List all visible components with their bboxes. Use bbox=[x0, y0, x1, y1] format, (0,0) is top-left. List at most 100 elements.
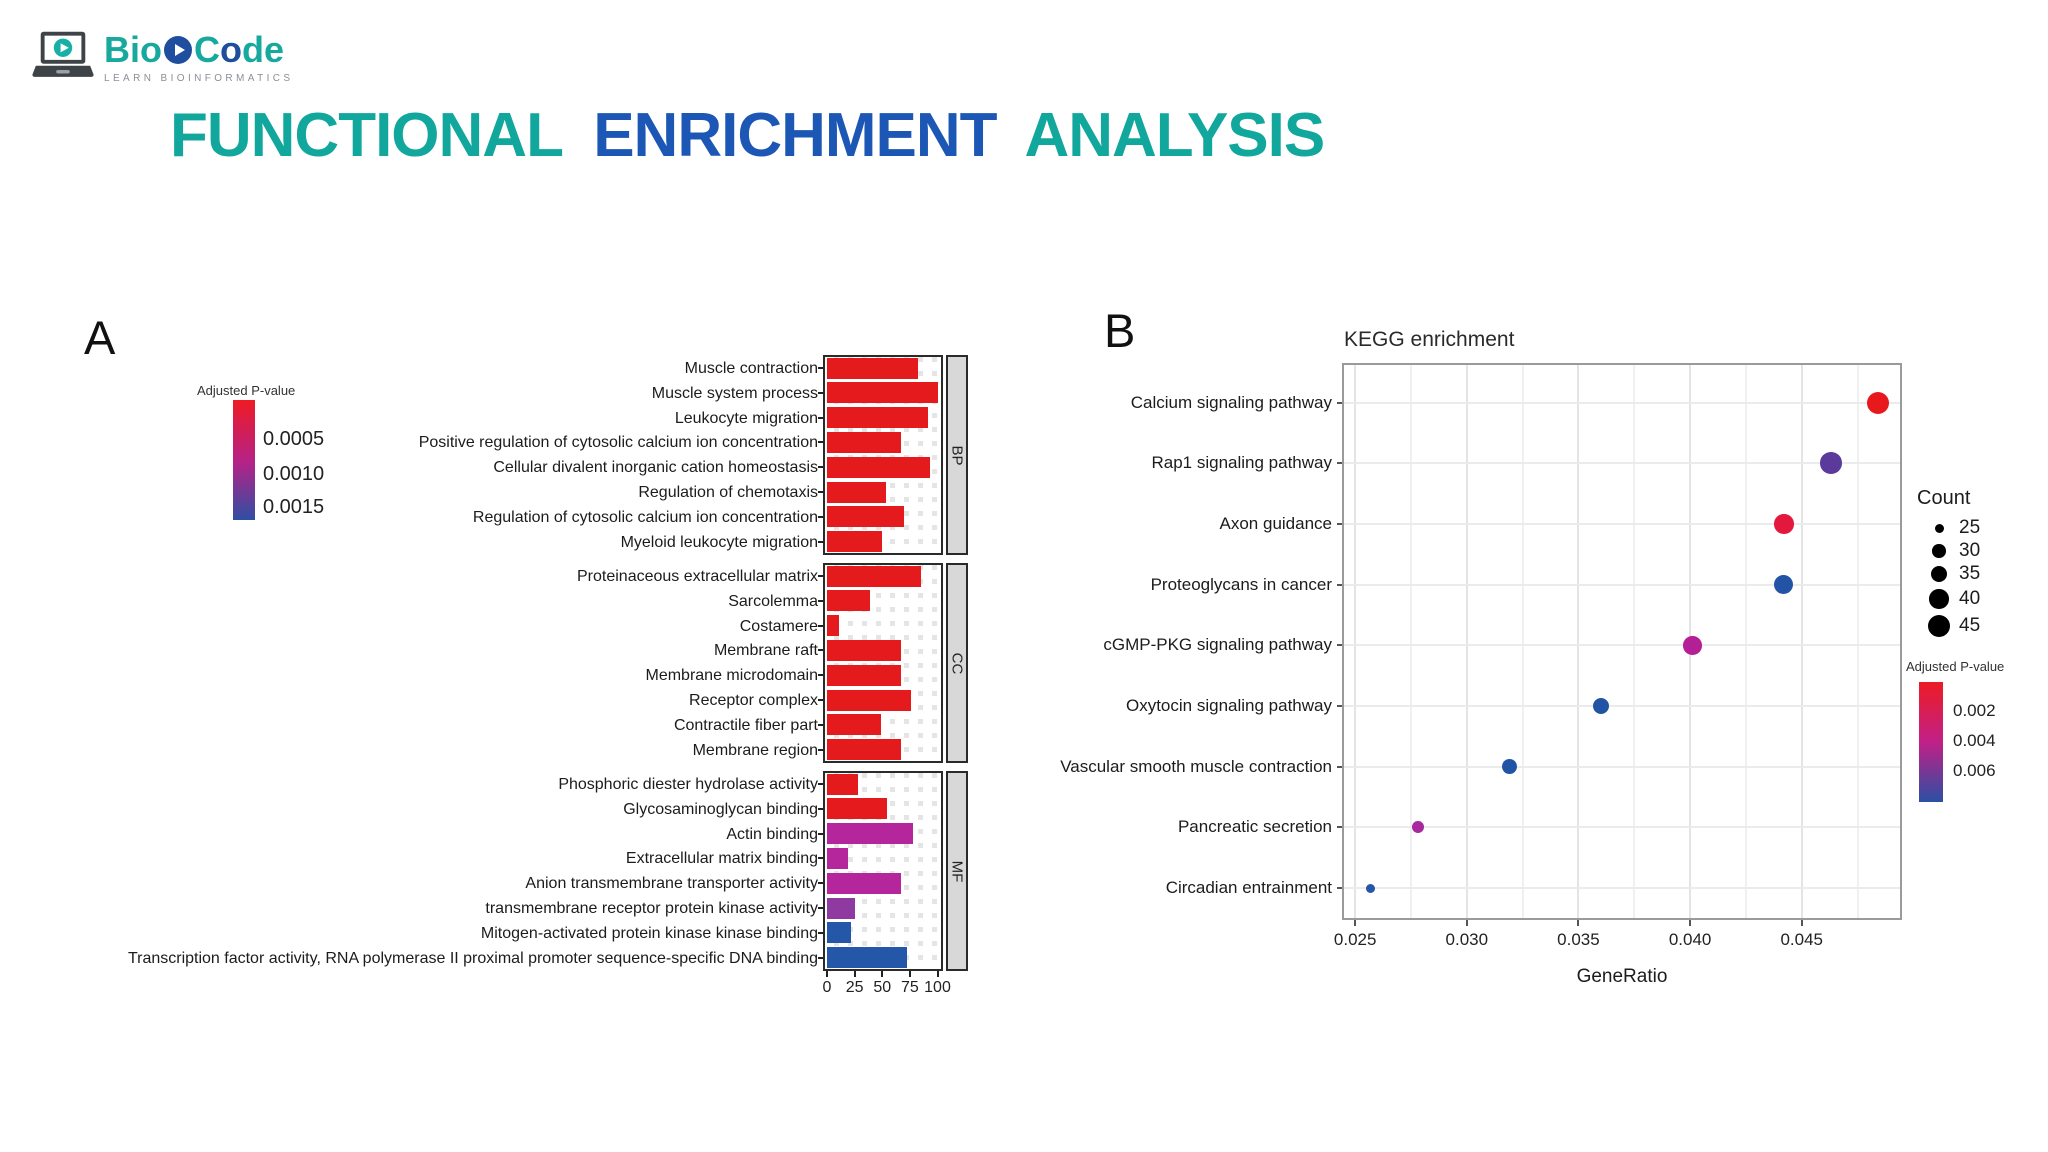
go-bar bbox=[827, 456, 930, 478]
pvalue-legend-b-tick: 0.004 bbox=[1953, 731, 1996, 750]
title-enrichment: ENRICHMENT bbox=[593, 101, 997, 170]
y-axis-tick-mark bbox=[1337, 765, 1342, 768]
y-axis-tick-mark bbox=[818, 599, 823, 602]
go-bar-chart: BP Muscle contraction Muscle system proces… bbox=[40, 355, 972, 1015]
brand-block: Bio C o de LEARN BIOINFORMATICS bbox=[104, 30, 294, 85]
count-legend-value: 45 bbox=[1959, 615, 1981, 636]
go-term-label: Transcription factor activity, RNA polym… bbox=[127, 949, 818, 967]
x-axis-tick-label: 75 bbox=[900, 979, 919, 996]
go-term-label: Glycosaminoglycan binding bbox=[623, 800, 818, 818]
go-term-label: Contractile fiber part bbox=[673, 716, 818, 734]
go-term-label: Extracellular matrix binding bbox=[625, 850, 818, 868]
x-axis-tick-mark bbox=[881, 971, 884, 977]
gridline-major bbox=[1354, 365, 1357, 918]
logo-tagline: LEARN BIOINFORMATICS bbox=[104, 73, 294, 84]
go-bar bbox=[827, 947, 907, 969]
pvalue-gradient-bar-a bbox=[233, 400, 255, 520]
y-axis-tick-mark bbox=[1337, 887, 1342, 890]
y-axis-tick-mark bbox=[1337, 583, 1342, 586]
y-axis-tick-mark bbox=[818, 783, 823, 785]
go-bar bbox=[827, 872, 902, 894]
gridline-row bbox=[1344, 462, 1900, 465]
y-axis-tick-mark bbox=[818, 441, 823, 444]
kegg-pathway-label: Calcium signaling pathway bbox=[1130, 392, 1332, 412]
x-axis-tick-mark bbox=[1354, 920, 1357, 926]
count-legend: 25 30 35 40 45 bbox=[1917, 512, 2037, 642]
pvalue-legend-a-tick: 0.0015 bbox=[263, 496, 325, 518]
go-term-label: Mitogen-activated protein kinase kinase … bbox=[480, 924, 818, 942]
go-bar bbox=[827, 531, 883, 553]
facet-strip-label: CC bbox=[948, 652, 966, 674]
kegg-dot bbox=[1411, 821, 1424, 834]
go-bar bbox=[827, 922, 852, 944]
x-axis-tick-label: 50 bbox=[873, 979, 892, 996]
kegg-pathway-label: Oxytocin signaling pathway bbox=[1125, 696, 1332, 715]
y-axis-tick-mark bbox=[818, 699, 823, 701]
x-axis-tick-mark bbox=[1577, 920, 1580, 926]
facet-bp: BP Muscle contraction Muscle system proces… bbox=[40, 355, 972, 555]
x-axis-tick-mark bbox=[936, 971, 939, 977]
go-bar bbox=[827, 615, 840, 637]
x-axis-tick-mark bbox=[908, 971, 911, 977]
gridline-major bbox=[1800, 365, 1803, 918]
count-legend-value: 30 bbox=[1959, 540, 1981, 561]
play-icon bbox=[164, 36, 192, 64]
gridline-row bbox=[1344, 705, 1900, 707]
brand-text-bio: Bio bbox=[104, 29, 162, 70]
go-term-label: Myeloid leukocyte migration bbox=[620, 533, 818, 551]
y-axis-tick-mark bbox=[818, 674, 823, 677]
y-axis-tick-mark bbox=[818, 466, 823, 469]
go-term-label: Anion transmembrane transporter activity bbox=[525, 875, 818, 893]
y-axis-tick-mark bbox=[818, 624, 823, 627]
go-term-label: Regulation of cytosolic calcium ion conc… bbox=[472, 508, 818, 526]
kegg-dot bbox=[1820, 452, 1842, 474]
kegg-dot bbox=[1774, 575, 1794, 595]
y-axis-tick-mark bbox=[818, 907, 823, 909]
go-bar bbox=[827, 714, 882, 736]
title-functional: FUNCTIONAL bbox=[170, 101, 564, 170]
go-term-label: Costamere bbox=[739, 617, 818, 635]
facet-strip: CC bbox=[946, 563, 968, 763]
x-axis-tick-mark bbox=[1465, 920, 1468, 926]
go-term-label: Leukocyte migration bbox=[674, 409, 818, 427]
kegg-pathway-label: Proteoglycans in cancer bbox=[1150, 574, 1332, 594]
kegg-pathway-label: cGMP-PKG signaling pathway bbox=[1103, 635, 1332, 655]
y-axis-tick-mark bbox=[818, 515, 823, 518]
gridline-minor bbox=[1744, 365, 1747, 918]
gridline-major bbox=[1465, 365, 1468, 918]
count-legend-title: Count bbox=[1917, 487, 1971, 509]
pvalue-legend-a-tick: 0.0010 bbox=[263, 463, 325, 485]
kegg-dot bbox=[1683, 636, 1702, 655]
y-axis-tick-mark bbox=[818, 391, 823, 394]
pvalue-legend-b-tick: 0.002 bbox=[1953, 701, 1996, 720]
count-legend-value: 35 bbox=[1959, 563, 1981, 584]
go-term-label: Cellular divalent inorganic cation homeo… bbox=[493, 459, 818, 477]
go-bar bbox=[827, 897, 855, 919]
facet-strip-label: BP bbox=[948, 444, 966, 466]
pvalue-legend-b-title: Adjusted P-value bbox=[1906, 659, 2005, 674]
pvalue-legend-b-tick: 0.006 bbox=[1953, 761, 1996, 780]
go-term-label: Proteinaceous extracellular matrix bbox=[577, 568, 818, 585]
count-legend-value: 25 bbox=[1959, 517, 1981, 538]
pvalue-gradient-bar-b bbox=[1919, 682, 1943, 802]
x-axis-tick-label: 0.025 bbox=[1333, 930, 1377, 949]
gridline-row bbox=[1344, 401, 1900, 404]
gridline-row bbox=[1344, 583, 1900, 586]
kegg-dot bbox=[1592, 697, 1609, 715]
kegg-pathway-labels: Calcium signaling pathway Rap1 signaling … bbox=[1002, 363, 1332, 916]
page-title: FUNCTIONAL ENRICHMENT ANALYSIS bbox=[170, 100, 1338, 171]
y-axis-tick-mark bbox=[818, 540, 823, 543]
x-axis-tick-label: 0 bbox=[822, 979, 832, 996]
facet-strip-label: MF bbox=[948, 860, 966, 882]
y-axis-tick-mark bbox=[818, 575, 823, 577]
y-axis-tick-mark bbox=[1337, 401, 1342, 404]
count-legend-value: 40 bbox=[1959, 588, 1981, 609]
kegg-pathway-label: Rap1 signaling pathway bbox=[1151, 453, 1332, 473]
panel-a-label: A bbox=[84, 311, 116, 364]
go-bar bbox=[827, 689, 911, 711]
go-term-label: Sarcolemma bbox=[728, 592, 818, 610]
pvalue-legend-a-tick: 0.0005 bbox=[263, 428, 325, 450]
count-legend-dot bbox=[1932, 544, 1946, 558]
brand-name: Bio C o de bbox=[104, 30, 294, 70]
x-axis-tick-label: 0.035 bbox=[1557, 930, 1600, 949]
